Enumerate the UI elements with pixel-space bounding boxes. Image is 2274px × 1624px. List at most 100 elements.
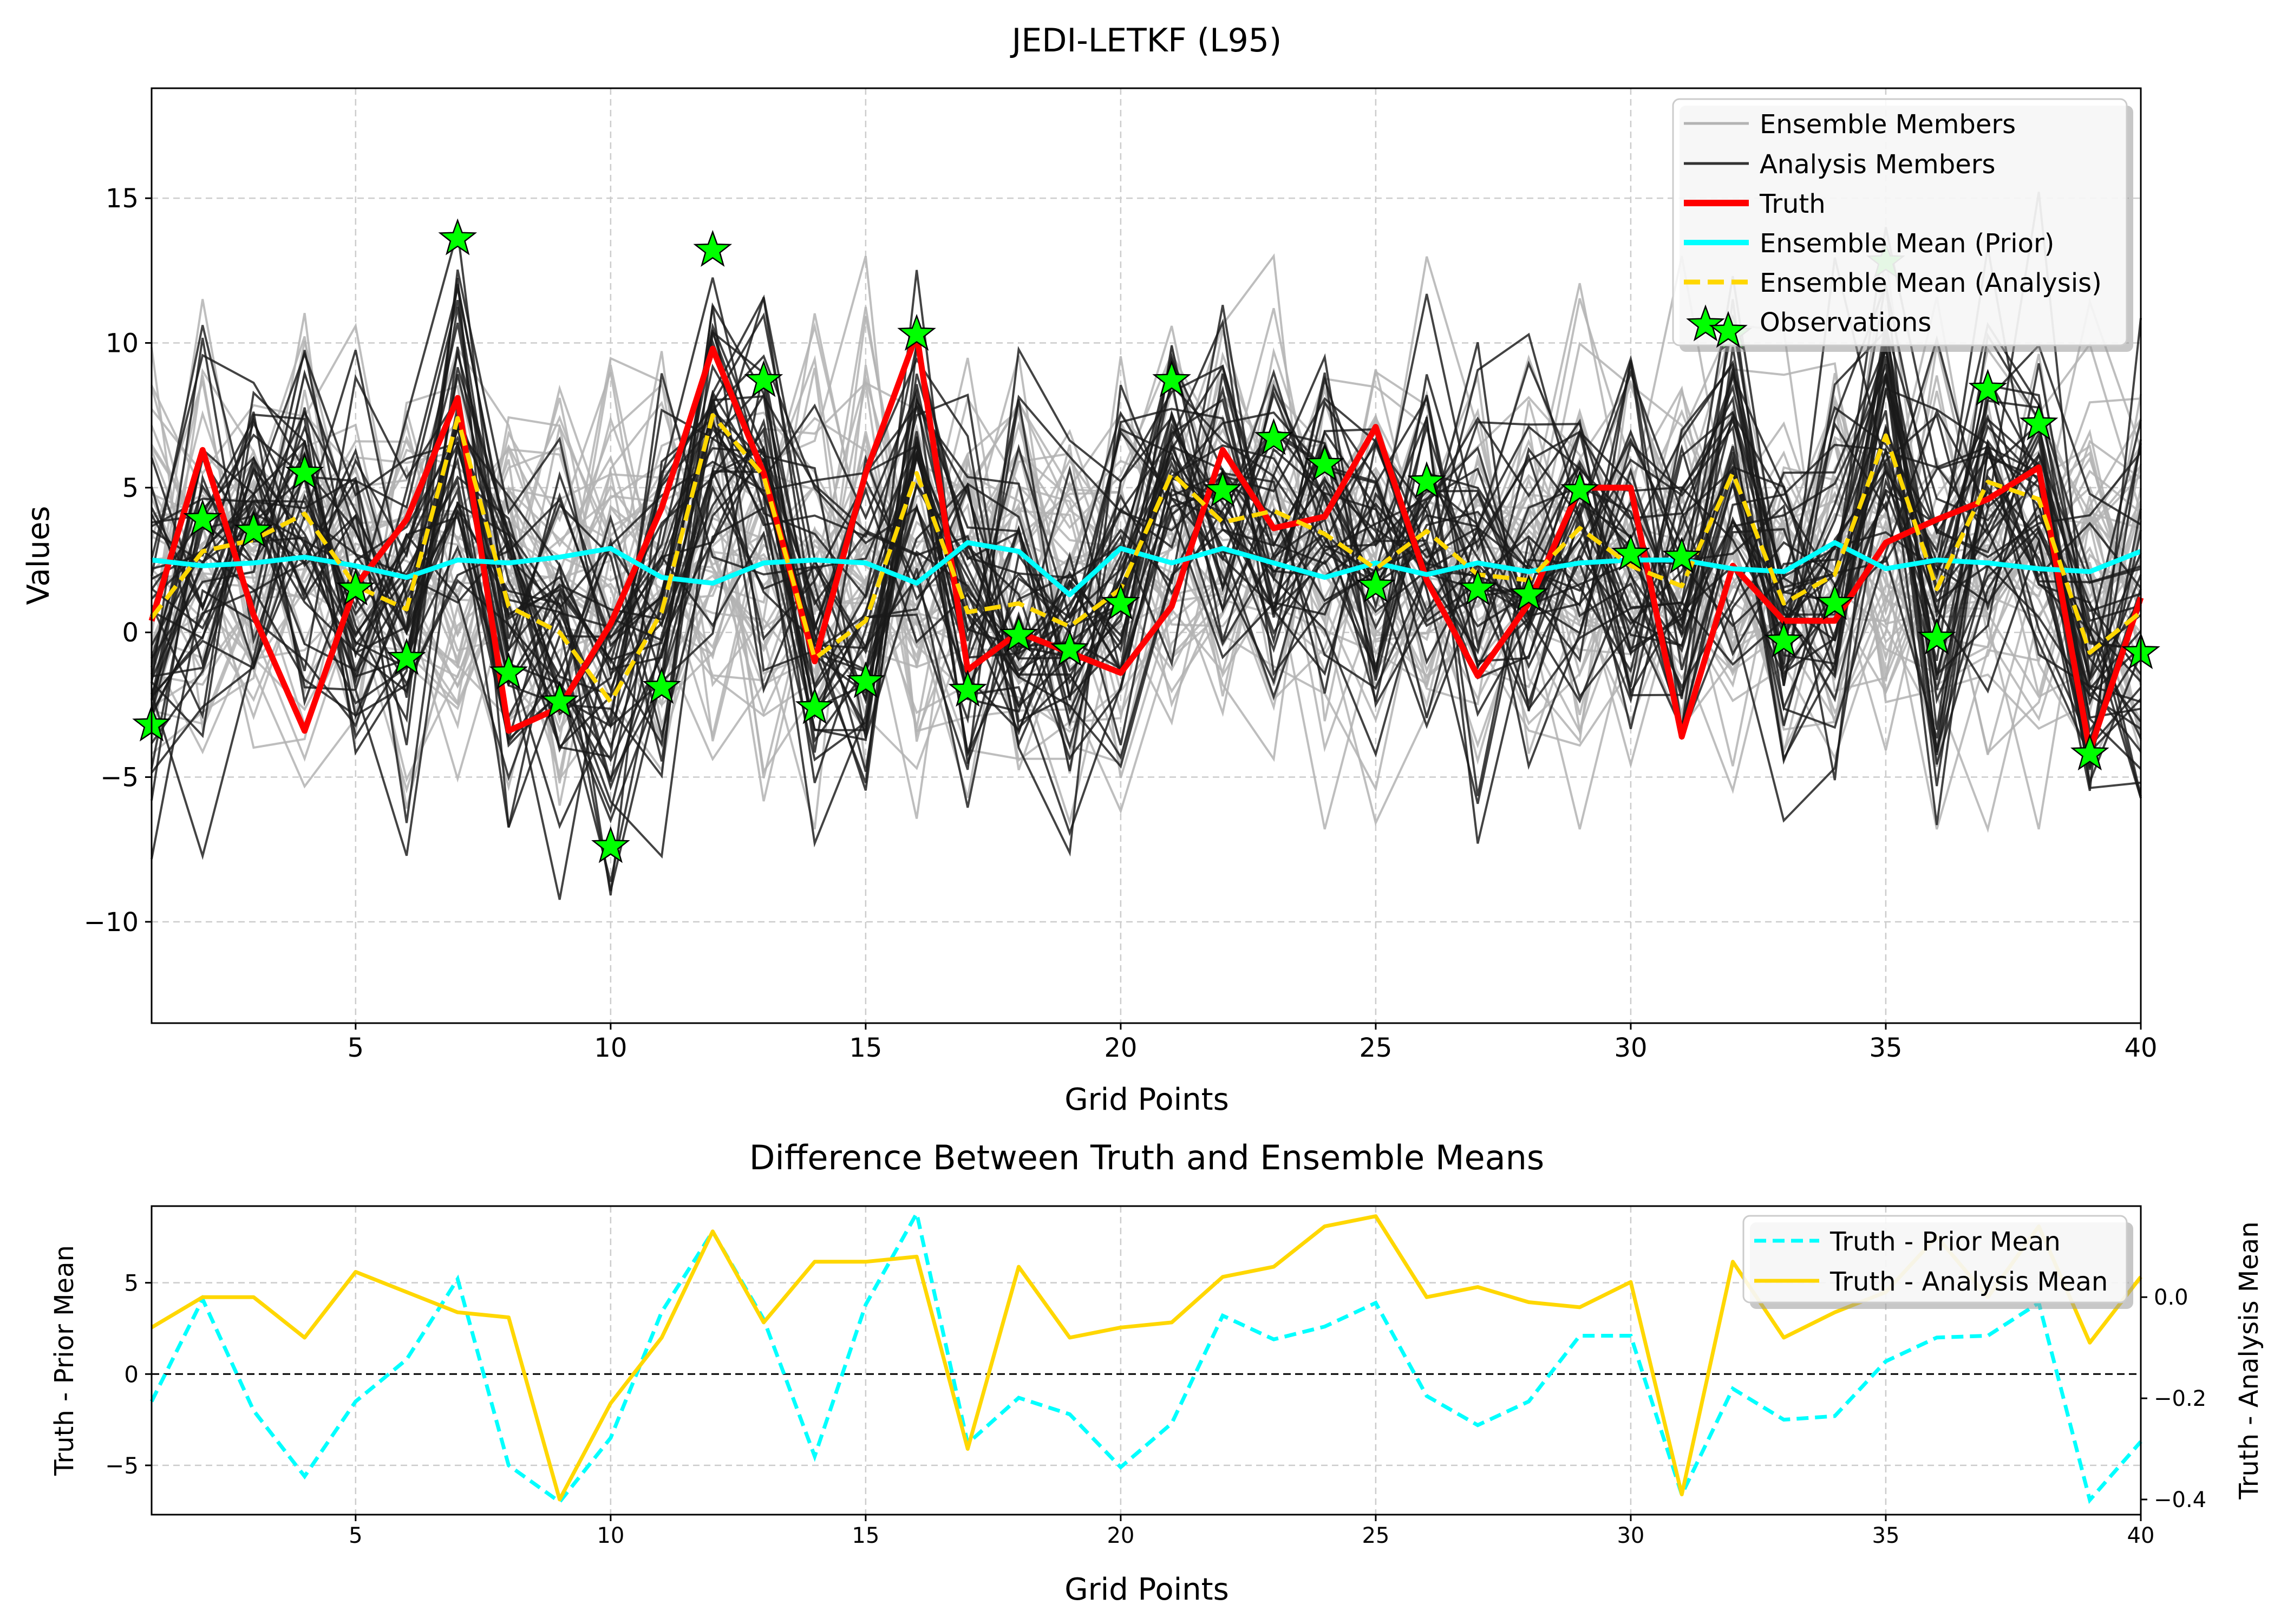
observation-marker bbox=[1458, 568, 1498, 606]
legend-label-truth-prior: Truth - Prior Mean bbox=[1829, 1227, 2061, 1257]
bottom-y-tick-label-right: −0.4 bbox=[2154, 1488, 2206, 1512]
bottom-series bbox=[149, 1208, 2142, 1505]
legend-star bbox=[1709, 311, 1748, 348]
observation-marker bbox=[897, 313, 936, 351]
bottom-y-tick-label-right: 0.0 bbox=[2154, 1285, 2188, 1310]
observation-marker bbox=[1968, 369, 2008, 406]
analysis-member-line bbox=[151, 332, 2141, 857]
top-x-tick-label: 25 bbox=[1359, 1033, 1392, 1063]
bottom-x-tick-label: 20 bbox=[1107, 1523, 1134, 1548]
top-main-series bbox=[148, 331, 2144, 754]
observation-marker bbox=[948, 670, 988, 707]
bottom-x-tick-label: 30 bbox=[1617, 1523, 1644, 1548]
truth-analysis-diff-line bbox=[151, 1214, 2142, 1502]
bottom-plot-frame bbox=[151, 1205, 2142, 1516]
observation-marker bbox=[1611, 534, 1650, 571]
bottom-legend: Truth - Prior Mean Truth - Analysis Mean bbox=[1742, 1215, 2133, 1309]
bottom-x-tick-label: 15 bbox=[852, 1523, 879, 1548]
legend-label-analysis-mean: Ensemble Mean (Analysis) bbox=[1760, 268, 2102, 298]
bottom-xlabel: Grid Points bbox=[1064, 1572, 1229, 1607]
observation-marker bbox=[540, 681, 579, 718]
observation-marker bbox=[438, 218, 478, 256]
top-x-tick-label: 20 bbox=[1104, 1033, 1137, 1063]
bottom-x-tick-label: 40 bbox=[2127, 1523, 2155, 1548]
analysis-member-line bbox=[151, 305, 2142, 783]
bottom-x-tick-label: 25 bbox=[1362, 1523, 1389, 1548]
truth-line bbox=[148, 331, 2144, 754]
observation-marker bbox=[1203, 470, 1243, 507]
observation-marker bbox=[795, 687, 834, 724]
observation-marker bbox=[642, 667, 681, 704]
figure-title: JEDI-LETKF (L95) bbox=[1010, 22, 1282, 60]
observation-marker bbox=[1815, 583, 1854, 620]
top-plot-frame bbox=[151, 87, 2142, 1024]
bottom-axis-ticks: 5 10 15 20 25 30 35 40 −5 0 5 −0.4 −0.2 0.0 bbox=[105, 1270, 2206, 1548]
top-y-tick-label: 0 bbox=[122, 618, 139, 648]
observation-marker bbox=[1764, 620, 1803, 658]
analysis-member-line bbox=[151, 287, 2142, 859]
observation-marker bbox=[1050, 629, 1089, 666]
observation-marker bbox=[1509, 574, 1548, 612]
top-axis-ticks: 5 10 15 20 25 30 35 40 −10 −5 0 5 10 15 bbox=[84, 184, 2158, 1063]
top-x-tick-label: 15 bbox=[849, 1033, 882, 1063]
top-x-tick-label: 35 bbox=[1869, 1033, 1902, 1063]
analysis-member-line bbox=[151, 329, 2141, 900]
analysis-member-line bbox=[151, 277, 2142, 829]
observation-marker bbox=[183, 499, 222, 536]
observation-marker bbox=[846, 661, 885, 698]
observation-marker bbox=[387, 638, 426, 675]
observation-marker bbox=[1917, 618, 1956, 655]
bottom-x-tick-label: 5 bbox=[349, 1523, 362, 1548]
observation-marker bbox=[1152, 360, 1191, 397]
observation-marker bbox=[1662, 536, 1701, 574]
observation-marker bbox=[234, 510, 273, 548]
top-x-tick-label: 10 bbox=[594, 1033, 627, 1063]
top-y-tick-label: 5 bbox=[122, 473, 139, 503]
observation-marker bbox=[285, 453, 324, 490]
legend-label-analysis: Analysis Members bbox=[1760, 149, 1995, 180]
observation-marker bbox=[1101, 583, 1140, 620]
top-y-tick-label: 15 bbox=[106, 184, 139, 214]
observation-marker bbox=[489, 652, 528, 690]
observation-marker bbox=[693, 230, 733, 267]
bottom-x-tick-label: 35 bbox=[1872, 1523, 1900, 1548]
top-legend: Ensemble Members Analysis Members Truth … bbox=[1672, 98, 2133, 352]
top-x-tick-label: 40 bbox=[2124, 1033, 2157, 1063]
bottom-y-tick-label-left: 5 bbox=[124, 1270, 139, 1296]
observation-marker bbox=[591, 826, 630, 863]
top-x-tick-label: 30 bbox=[1614, 1033, 1647, 1063]
legend-label-ensemble: Ensemble Members bbox=[1760, 109, 2016, 140]
bottom-y-tick-label-right: −0.2 bbox=[2154, 1386, 2206, 1411]
top-ylabel: Values bbox=[21, 506, 56, 605]
observation-marker bbox=[1305, 444, 1344, 481]
legend-label-prior-mean: Ensemble Mean (Prior) bbox=[1760, 228, 2054, 259]
observation-marker bbox=[336, 568, 375, 606]
analysis-member-lines bbox=[151, 192, 2142, 900]
legend-swatch-observations bbox=[1686, 304, 1748, 348]
truth-prior-diff-line bbox=[149, 1208, 2142, 1505]
analysis-member-line bbox=[151, 318, 2142, 882]
observation-marker bbox=[744, 360, 783, 397]
analysis-mean-line bbox=[149, 413, 2142, 704]
observation-marker bbox=[1560, 470, 1599, 507]
legend-star bbox=[1686, 304, 1725, 342]
top-y-tick-label: −10 bbox=[84, 907, 139, 938]
top-y-tick-label: 10 bbox=[106, 329, 139, 359]
observation-marker bbox=[1407, 461, 1446, 499]
observation-marker bbox=[2070, 734, 2109, 771]
bottom-title: Difference Between Truth and Ensemble Me… bbox=[749, 1138, 1545, 1177]
observation-marker bbox=[999, 614, 1038, 652]
bottom-y-tick-label-left: −5 bbox=[105, 1452, 139, 1479]
prior-mean-line bbox=[151, 540, 2142, 598]
top-y-tick-label: −5 bbox=[100, 763, 139, 793]
analysis-member-line bbox=[151, 227, 2142, 791]
analysis-member-line bbox=[151, 345, 2142, 782]
bottom-x-tick-label: 10 bbox=[597, 1523, 624, 1548]
bottom-y-tick-label-left: 0 bbox=[124, 1361, 139, 1387]
observation-marker bbox=[1356, 565, 1395, 603]
analysis-member-line bbox=[151, 269, 2142, 823]
legend-label-truth-analysis: Truth - Analysis Mean bbox=[1829, 1267, 2108, 1297]
analysis-member-line bbox=[151, 344, 2142, 740]
observation-marker bbox=[2019, 403, 2059, 441]
